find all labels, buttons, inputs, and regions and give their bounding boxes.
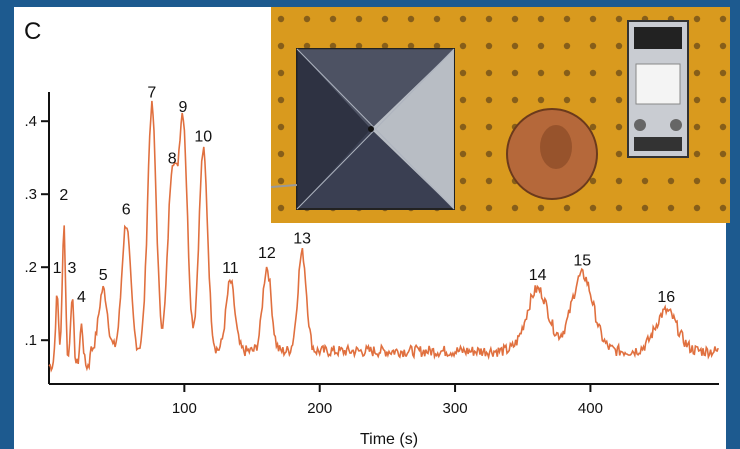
peak-label: 3 — [68, 260, 77, 277]
peak-label: 16 — [657, 289, 675, 306]
x-tick-label: 100 — [172, 400, 197, 417]
peak-label: 9 — [179, 99, 188, 116]
chart-panel: .1.2.3.4 100 200 300 400 1 2 3 4 5 6 7 8 9 10 11 12 13 1… — [14, 7, 730, 449]
peak-label: 4 — [77, 289, 86, 306]
inset-photo — [271, 7, 730, 223]
y-tick-label: .4 — [24, 113, 37, 130]
peak-label: 2 — [59, 187, 68, 204]
penny-coin — [506, 108, 598, 200]
peak-label: 8 — [168, 150, 177, 167]
chromatogram-chart: .1.2.3.4 100 200 300 400 123456789101112131… — [24, 18, 719, 448]
x-ticks: 100 200 300 400 — [172, 384, 603, 417]
y-tick-label: .2 — [24, 259, 37, 276]
peak-label: 15 — [573, 253, 591, 270]
sensor-chip — [271, 48, 455, 210]
peak-label: 1 — [53, 260, 62, 277]
peak-label: 13 — [293, 231, 311, 248]
peak-label: 5 — [99, 267, 108, 284]
x-tick-label: 200 — [307, 400, 332, 417]
x-axis-label: Time (s) — [360, 431, 418, 448]
x-tick-label: 400 — [578, 400, 603, 417]
peak-label: 12 — [258, 245, 276, 262]
panel-letter: C — [24, 18, 41, 45]
y-tick-label: .3 — [24, 186, 37, 203]
peak-label: 11 — [222, 260, 239, 277]
peak-label: 10 — [194, 128, 212, 145]
y-tick-label: .1 — [24, 332, 37, 349]
axes — [48, 92, 719, 385]
peak-label: 6 — [122, 201, 131, 218]
x-tick-label: 300 — [443, 400, 468, 417]
electronic-module — [627, 20, 689, 158]
inset-photo-drawing — [271, 7, 730, 223]
peak-label: 7 — [147, 85, 156, 102]
peak-label: 14 — [529, 267, 547, 284]
y-ticks: .1 .2 .3 .4 — [24, 113, 49, 349]
signal-trace — [48, 100, 719, 373]
